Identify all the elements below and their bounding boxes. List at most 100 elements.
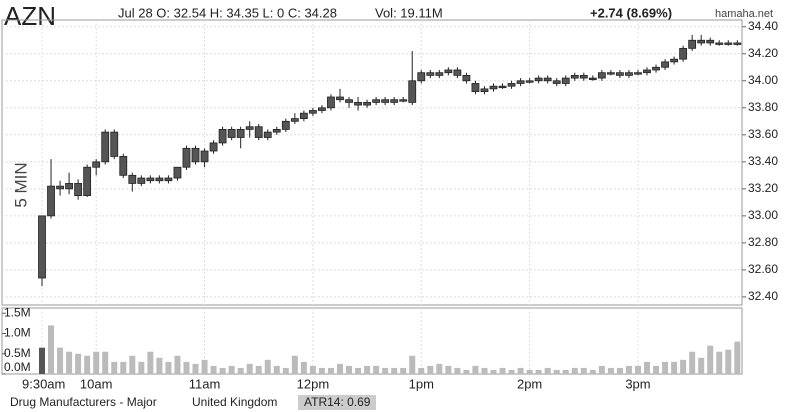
candle-body bbox=[327, 96, 335, 109]
candle-body bbox=[92, 161, 101, 168]
volume-bar bbox=[382, 367, 389, 374]
candle-body bbox=[688, 39, 697, 49]
volume-bar bbox=[183, 361, 190, 374]
candle-body bbox=[444, 69, 453, 74]
candle-body bbox=[101, 131, 110, 163]
candle-body bbox=[363, 101, 371, 106]
candle-body bbox=[83, 166, 92, 196]
candle-body bbox=[381, 99, 390, 103]
volume-bar bbox=[291, 355, 298, 374]
volume-bar bbox=[318, 367, 325, 374]
volume-bar bbox=[327, 367, 334, 374]
volume-bar bbox=[210, 365, 217, 374]
volume-tick-label: 0.0M bbox=[4, 360, 31, 374]
y-tick-label: 34.20 bbox=[748, 46, 778, 60]
x-tick-label: 2pm bbox=[517, 376, 542, 391]
candle-body bbox=[733, 42, 742, 45]
volume-tick-label: 0.5M bbox=[4, 346, 31, 360]
volume-bar bbox=[300, 361, 307, 374]
candle-body bbox=[606, 72, 615, 75]
chart-title: AZN bbox=[4, 1, 56, 31]
candle-body bbox=[462, 74, 471, 82]
candle-body bbox=[263, 131, 272, 138]
candle-body bbox=[308, 110, 317, 114]
candle-body bbox=[146, 177, 155, 182]
volume-bar bbox=[237, 367, 244, 374]
candle-body bbox=[399, 99, 408, 102]
candle-body bbox=[570, 74, 579, 79]
volume-bar bbox=[472, 365, 479, 374]
volume-bar bbox=[102, 351, 109, 374]
candle-body bbox=[272, 129, 281, 133]
volume-bar bbox=[689, 351, 696, 374]
candle-body bbox=[679, 47, 688, 60]
volume-bar bbox=[75, 353, 82, 374]
x-tick-label: 11am bbox=[189, 376, 221, 391]
volume-bar bbox=[309, 365, 316, 374]
candle-body bbox=[435, 72, 444, 76]
volume-tick-label: 1.5M bbox=[4, 305, 31, 319]
y-tick-label: 34.00 bbox=[748, 73, 778, 87]
volume-bar bbox=[156, 357, 163, 374]
candle-body bbox=[345, 99, 353, 103]
candle-body bbox=[534, 77, 543, 82]
volume-bar bbox=[264, 359, 271, 374]
volume-bar bbox=[255, 365, 262, 374]
volume-bar bbox=[481, 367, 488, 374]
candle-body bbox=[372, 99, 381, 103]
y-tick-label: 33.60 bbox=[748, 127, 778, 141]
volume-bar bbox=[282, 367, 289, 374]
volume-bar bbox=[607, 367, 614, 374]
volume-bar bbox=[490, 369, 497, 374]
volume-bar bbox=[544, 367, 551, 374]
volume-bar bbox=[680, 359, 687, 374]
candle-body bbox=[724, 42, 733, 45]
volume-bar bbox=[436, 363, 443, 374]
volume-bar bbox=[463, 369, 470, 374]
volume-bar bbox=[653, 365, 660, 374]
x-tick-label: 1pm bbox=[409, 376, 434, 391]
volume-bar bbox=[84, 355, 91, 374]
volume-bar bbox=[93, 351, 100, 374]
y-tick-label: 33.40 bbox=[748, 154, 778, 168]
y-tick-label: 32.40 bbox=[748, 289, 778, 303]
volume-bar bbox=[580, 367, 587, 374]
candle-body bbox=[47, 185, 55, 217]
volume-bar bbox=[373, 365, 380, 374]
candle-body bbox=[616, 72, 624, 76]
volume-bar bbox=[571, 367, 578, 374]
volume-bar bbox=[147, 351, 154, 374]
y-tick-label: 33.00 bbox=[748, 208, 778, 222]
volume-bar bbox=[246, 363, 253, 374]
candle-body bbox=[354, 101, 362, 106]
volume-bar bbox=[400, 367, 407, 374]
candle-body bbox=[200, 150, 209, 163]
candle-body bbox=[543, 77, 552, 82]
volume-bar bbox=[508, 369, 515, 374]
volume-bar bbox=[48, 325, 55, 374]
candle-body bbox=[507, 83, 516, 87]
volume-bar bbox=[725, 349, 732, 374]
volume-bar bbox=[174, 355, 181, 374]
y-tick-label: 34.40 bbox=[748, 19, 778, 33]
candle-body bbox=[634, 72, 642, 75]
x-tick-label: 3pm bbox=[625, 376, 650, 391]
volume-bar bbox=[671, 361, 678, 374]
candle-body bbox=[209, 142, 218, 152]
volume-tick-label: 1.0M bbox=[4, 326, 31, 340]
candle-body bbox=[74, 183, 83, 196]
candle-body bbox=[625, 72, 633, 76]
volume-bar bbox=[364, 365, 371, 374]
volume-bar bbox=[598, 365, 605, 374]
candle-body bbox=[453, 69, 462, 76]
y-axis-label: 5 MIN bbox=[11, 162, 30, 207]
volume-bar bbox=[517, 367, 524, 374]
volume-bar bbox=[418, 367, 425, 374]
x-tick-label: 10am bbox=[80, 376, 113, 391]
change-info: +2.74 (8.69%) bbox=[590, 5, 672, 20]
candle-body bbox=[56, 185, 64, 190]
volume-bar bbox=[662, 361, 669, 374]
volume-bar bbox=[120, 361, 127, 374]
source: hamaha.net bbox=[715, 8, 773, 20]
